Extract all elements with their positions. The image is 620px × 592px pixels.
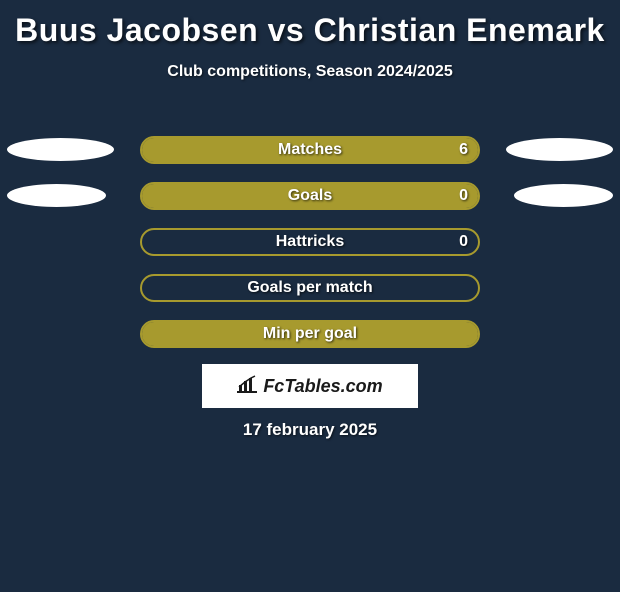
comparison-row: Min per goal	[0, 320, 620, 348]
date-label: 17 february 2025	[0, 420, 620, 440]
left-ellipse	[7, 138, 114, 161]
bar-track: Goals0	[140, 182, 480, 210]
logo-box: FcTables.com	[202, 364, 418, 408]
right-ellipse	[514, 184, 613, 207]
bar-track: Min per goal	[140, 320, 480, 348]
bar-label: Goals	[142, 184, 478, 208]
bar-label: Goals per match	[142, 276, 478, 300]
right-ellipse	[506, 138, 613, 161]
comparison-row: Matches6	[0, 136, 620, 164]
logo-text: FcTables.com	[263, 376, 382, 397]
comparison-row: Hattricks0	[0, 228, 620, 256]
subtitle: Club competitions, Season 2024/2025	[0, 63, 620, 81]
bar-track: Goals per match	[140, 274, 480, 302]
page-title: Buus Jacobsen vs Christian Enemark	[0, 12, 620, 49]
bar-value-right: 0	[459, 230, 468, 254]
bar-label: Matches	[142, 138, 478, 162]
comparison-rows: Matches6Goals0Hattricks0Goals per matchM…	[0, 136, 620, 366]
comparison-row: Goals per match	[0, 274, 620, 302]
bar-value-right: 6	[459, 138, 468, 162]
chart-icon	[237, 375, 257, 398]
comparison-row: Goals0	[0, 182, 620, 210]
bar-label: Hattricks	[142, 230, 478, 254]
bar-value-right: 0	[459, 184, 468, 208]
bar-track: Hattricks0	[140, 228, 480, 256]
bar-label: Min per goal	[142, 322, 478, 346]
bar-track: Matches6	[140, 136, 480, 164]
logo: FcTables.com	[237, 375, 382, 398]
left-ellipse	[7, 184, 106, 207]
